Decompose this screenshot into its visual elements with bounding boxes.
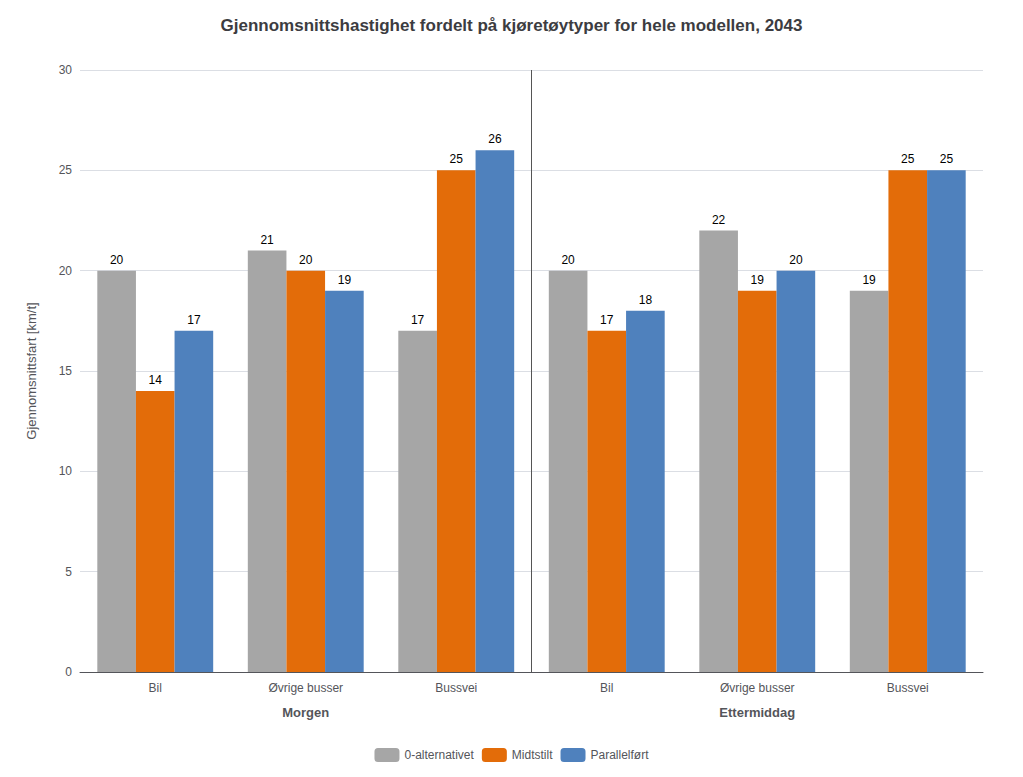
svg-text:Morgen: Morgen	[282, 705, 329, 720]
svg-text:18: 18	[639, 293, 653, 307]
svg-text:0: 0	[65, 665, 72, 679]
svg-text:25: 25	[450, 152, 464, 166]
svg-text:25: 25	[59, 163, 73, 177]
svg-text:Gjennomsnittsfart [km/t]: Gjennomsnittsfart [km/t]	[24, 302, 39, 439]
svg-text:20: 20	[299, 253, 313, 267]
svg-text:Øvrige busser: Øvrige busser	[268, 681, 343, 695]
svg-text:Bil: Bil	[149, 681, 162, 695]
svg-text:17: 17	[411, 313, 425, 327]
svg-text:Midtstilt: Midtstilt	[512, 748, 553, 762]
svg-text:17: 17	[187, 313, 201, 327]
svg-text:22: 22	[712, 213, 726, 227]
svg-text:19: 19	[862, 273, 876, 287]
svg-text:25: 25	[940, 152, 954, 166]
svg-text:Gjennomsnittshastighet fordelt: Gjennomsnittshastighet fordelt på kjøret…	[221, 16, 803, 35]
svg-text:20: 20	[59, 264, 73, 278]
svg-text:15: 15	[59, 364, 73, 378]
svg-text:Ettermiddag: Ettermiddag	[719, 705, 795, 720]
svg-text:10: 10	[59, 464, 73, 478]
svg-text:Bussvei: Bussvei	[887, 681, 929, 695]
svg-text:20: 20	[110, 253, 124, 267]
svg-text:20: 20	[789, 253, 803, 267]
svg-text:19: 19	[751, 273, 765, 287]
svg-text:0-alternativet: 0-alternativet	[404, 748, 474, 762]
svg-text:26: 26	[488, 132, 502, 146]
svg-text:25: 25	[901, 152, 915, 166]
svg-text:Parallelført: Parallelført	[591, 748, 650, 762]
svg-text:5: 5	[65, 565, 72, 579]
svg-text:14: 14	[149, 373, 163, 387]
svg-text:Bussvei: Bussvei	[435, 681, 477, 695]
svg-text:20: 20	[561, 253, 575, 267]
svg-text:Bil: Bil	[600, 681, 613, 695]
svg-text:30: 30	[59, 63, 73, 77]
svg-text:17: 17	[600, 313, 614, 327]
svg-text:Øvrige busser: Øvrige busser	[720, 681, 795, 695]
svg-text:19: 19	[338, 273, 352, 287]
svg-text:21: 21	[260, 233, 274, 247]
